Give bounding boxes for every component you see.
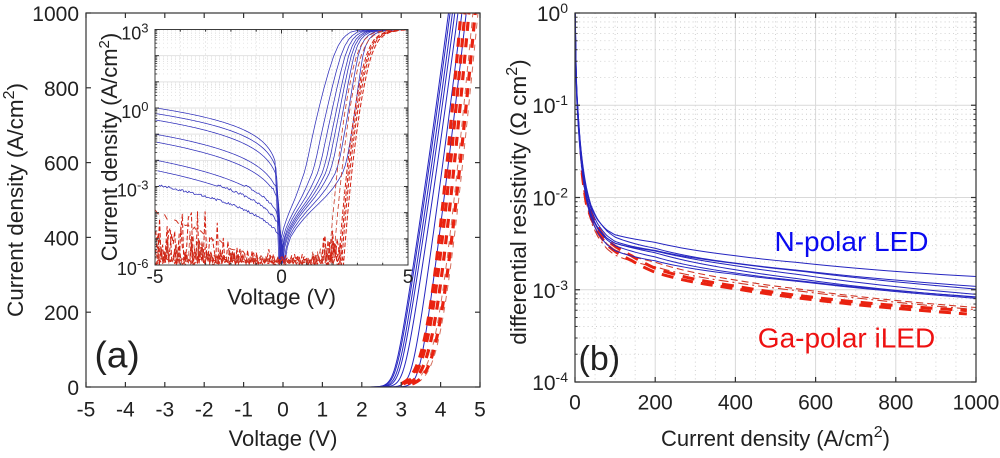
svg-text:2: 2 xyxy=(356,399,368,422)
svg-text:5: 5 xyxy=(474,399,486,422)
svg-text:-1: -1 xyxy=(234,399,253,422)
svg-text:1000: 1000 xyxy=(953,392,1000,415)
svg-text:400: 400 xyxy=(718,392,753,415)
svg-text:4: 4 xyxy=(435,399,447,422)
svg-text:(a): (a) xyxy=(95,335,140,376)
svg-text:Voltage (V): Voltage (V) xyxy=(227,285,336,310)
svg-text:600: 600 xyxy=(798,392,833,415)
svg-text:Current density (A/cm2): Current density (A/cm2) xyxy=(96,33,122,261)
svg-text:800: 800 xyxy=(878,392,913,415)
svg-text:Ga-polar iLED: Ga-polar iLED xyxy=(758,323,935,354)
svg-text:1: 1 xyxy=(317,399,329,422)
svg-text:Voltage (V): Voltage (V) xyxy=(229,426,338,451)
svg-text:(b): (b) xyxy=(579,340,621,378)
svg-text:0: 0 xyxy=(276,267,287,288)
svg-text:-5: -5 xyxy=(147,267,164,288)
svg-text:Current density (A/cm2): Current density (A/cm2) xyxy=(1,83,28,317)
svg-text:differential resistivity (Ω cm: differential resistivity (Ω cm2) xyxy=(504,59,531,344)
svg-text:-5: -5 xyxy=(77,399,96,422)
svg-text:Current density (A/cm2): Current density (A/cm2) xyxy=(661,424,890,451)
svg-text:0: 0 xyxy=(569,392,581,415)
svg-text:200: 200 xyxy=(44,302,79,325)
svg-text:1000: 1000 xyxy=(32,3,79,26)
svg-text:200: 200 xyxy=(638,392,673,415)
svg-text:-2: -2 xyxy=(195,399,214,422)
svg-text:-3: -3 xyxy=(155,399,174,422)
svg-text:-4: -4 xyxy=(116,399,135,422)
svg-text:400: 400 xyxy=(44,227,79,250)
svg-text:600: 600 xyxy=(44,153,79,176)
svg-text:0: 0 xyxy=(67,377,79,400)
svg-text:0: 0 xyxy=(277,399,289,422)
svg-text:5: 5 xyxy=(403,267,414,288)
svg-text:3: 3 xyxy=(395,399,407,422)
svg-text:800: 800 xyxy=(44,78,79,101)
svg-text:N-polar LED: N-polar LED xyxy=(774,226,928,257)
